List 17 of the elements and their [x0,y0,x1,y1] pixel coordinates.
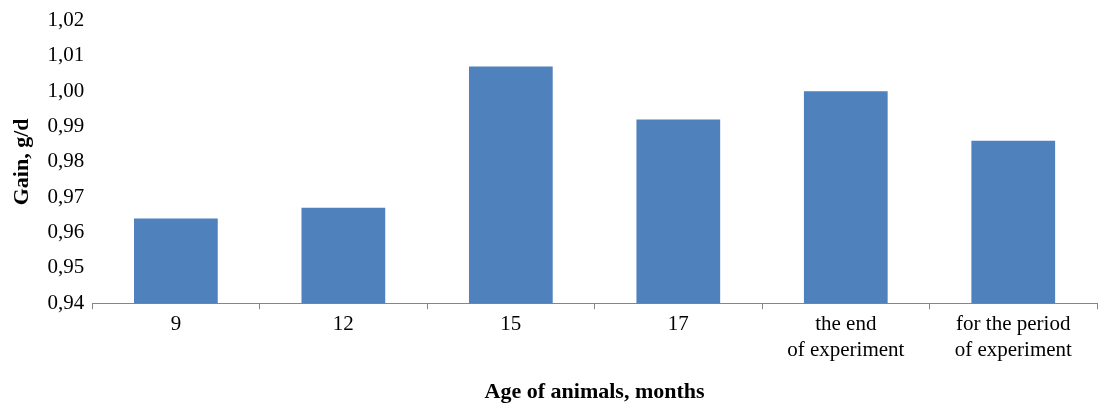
x-tick-label: for the period of experiment [954,311,1073,361]
y-tick-label: 0,94 [47,289,85,314]
x-tick-label: 17 [667,311,689,336]
x-tick-label: the end of experiment [787,311,905,361]
y-tick-label: 0,99 [47,113,85,138]
y-tick-label: 1,00 [47,77,85,102]
y-axis-title: Gain, g/d [7,118,33,206]
x-tick-label: 12 [332,311,354,336]
y-tick-label: 1,01 [47,42,85,67]
y-tick-label: 0,97 [47,183,85,208]
x-tick-label: 9 [170,311,182,336]
y-tick-label: 1,02 [47,7,85,32]
y-tick-label: 0,96 [47,219,85,244]
x-tick-label: 15 [500,311,522,336]
x-axis-title: Age of animals, months [484,378,706,404]
y-tick-label: 0,98 [47,148,85,173]
y-tick-label: 0,95 [47,254,85,279]
